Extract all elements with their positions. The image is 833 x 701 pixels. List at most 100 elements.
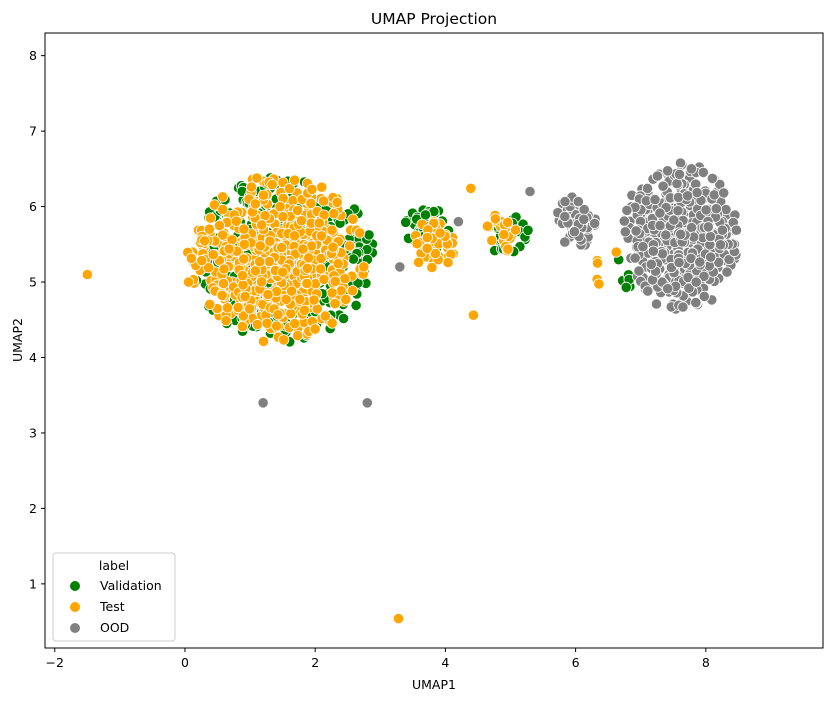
point-test xyxy=(610,246,622,258)
point-test xyxy=(257,335,270,347)
point-test xyxy=(340,293,352,305)
legend-marker-test xyxy=(70,602,80,612)
point-test xyxy=(199,235,211,247)
point-test xyxy=(245,181,258,193)
point-test xyxy=(261,317,273,329)
point-test xyxy=(285,308,297,320)
point-validation xyxy=(400,216,412,228)
point-test xyxy=(276,242,288,254)
legend-marker-ood xyxy=(70,623,80,633)
point-test xyxy=(327,241,339,253)
series-test xyxy=(81,172,622,625)
point-ood xyxy=(524,185,536,198)
point-ood xyxy=(649,194,661,206)
point-test xyxy=(343,240,356,252)
point-test xyxy=(331,196,343,208)
point-ood xyxy=(629,252,641,264)
legend-label-test: Test xyxy=(99,599,125,614)
point-test xyxy=(314,263,327,275)
point-ood xyxy=(705,251,717,263)
point-ood xyxy=(654,219,666,232)
point-test xyxy=(185,252,197,264)
point-test xyxy=(263,255,275,268)
x-tick-label: 6 xyxy=(572,655,580,670)
legend-box xyxy=(52,552,176,642)
point-test xyxy=(81,268,93,281)
point-validation xyxy=(347,253,359,265)
point-ood xyxy=(668,214,680,226)
point-test xyxy=(421,242,433,254)
point-test xyxy=(429,247,441,260)
legend: label Validation Test OOD xyxy=(52,552,176,642)
y-tick-label: 8 xyxy=(29,48,37,63)
point-test xyxy=(332,258,344,270)
point-test xyxy=(309,323,321,335)
point-ood xyxy=(673,256,685,269)
x-axis: −2 0 2 4 6 8 xyxy=(46,648,710,670)
y-tick-label: 1 xyxy=(29,576,37,591)
point-test xyxy=(208,199,220,211)
point-ood xyxy=(697,166,709,178)
point-test xyxy=(328,208,340,220)
point-test xyxy=(238,223,250,235)
point-ood xyxy=(642,285,654,297)
point-ood xyxy=(568,226,581,238)
point-test xyxy=(412,256,425,268)
point-test xyxy=(217,277,230,290)
point-test xyxy=(274,201,286,213)
point-test xyxy=(498,229,510,241)
point-test xyxy=(221,302,234,314)
point-test xyxy=(295,215,308,227)
point-ood xyxy=(656,248,669,260)
point-test xyxy=(287,195,299,207)
point-ood xyxy=(645,258,657,270)
point-ood xyxy=(637,241,649,253)
point-test xyxy=(347,213,359,225)
point-test xyxy=(326,287,338,299)
point-test xyxy=(255,276,268,288)
point-test xyxy=(486,234,498,247)
plot-frame xyxy=(44,32,824,649)
point-ood xyxy=(660,229,672,241)
y-tick-label: 7 xyxy=(29,124,37,139)
point-ood xyxy=(675,228,687,240)
point-ood xyxy=(730,224,743,236)
point-ood xyxy=(394,261,406,273)
point-test xyxy=(289,318,301,330)
point-ood xyxy=(723,253,735,266)
point-ood xyxy=(618,215,630,227)
point-test xyxy=(291,329,304,342)
points-layer xyxy=(81,157,743,625)
point-ood xyxy=(651,170,664,182)
y-tick-label: 6 xyxy=(29,199,37,214)
point-ood xyxy=(682,271,694,283)
point-test xyxy=(216,289,228,301)
point-test xyxy=(277,266,289,278)
point-ood xyxy=(257,397,269,409)
point-ood xyxy=(702,221,714,233)
point-ood xyxy=(559,196,571,208)
point-ood xyxy=(452,216,464,228)
point-ood xyxy=(673,168,686,180)
point-ood xyxy=(672,205,684,217)
point-test xyxy=(294,293,306,305)
point-ood xyxy=(716,224,729,236)
legend-marker-validation xyxy=(70,581,80,591)
point-ood xyxy=(691,187,703,199)
y-tick-label: 3 xyxy=(29,425,37,440)
point-test xyxy=(249,198,261,210)
point-test xyxy=(392,612,405,625)
point-test xyxy=(319,310,331,322)
point-ood xyxy=(657,180,669,192)
point-test xyxy=(317,195,330,207)
point-validation xyxy=(337,312,350,325)
point-test xyxy=(272,309,284,321)
point-ood xyxy=(708,189,720,201)
x-tick-label: 8 xyxy=(702,655,710,670)
point-test xyxy=(251,318,263,331)
point-ood xyxy=(718,187,730,199)
point-validation xyxy=(350,299,362,311)
point-test xyxy=(220,315,232,327)
point-test xyxy=(244,303,256,315)
